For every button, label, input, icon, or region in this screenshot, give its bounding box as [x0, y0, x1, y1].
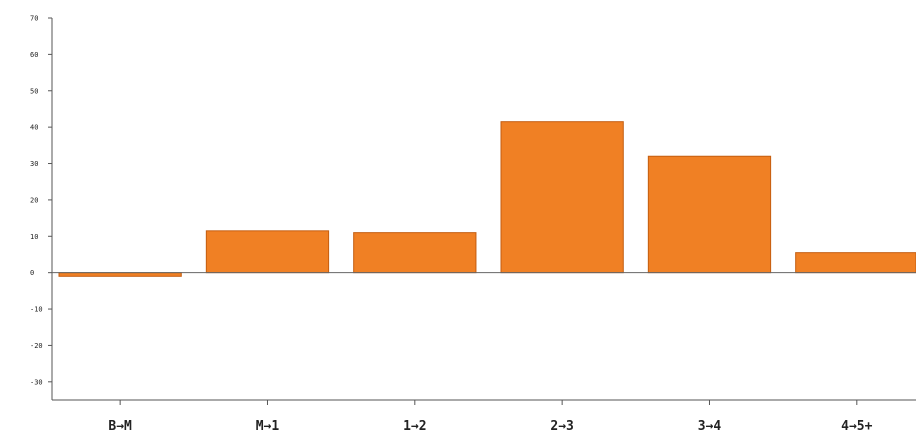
bar-3 [500, 121, 624, 274]
x-axis: B→M M→1 1→2 2→3 3→4 4→5+ [108, 400, 873, 434]
bar-4 [647, 155, 772, 274]
x-tick-label: 2→3 [550, 419, 573, 434]
y-tick-label: 70 [30, 15, 38, 23]
bars-group [58, 121, 916, 277]
y-tick-label: -10 [30, 306, 43, 314]
bar-5 [795, 252, 916, 274]
y-tick-label: 10 [30, 233, 38, 241]
x-tick-label: B→M [108, 419, 132, 434]
y-tick-label: -20 [30, 342, 43, 350]
y-tick-label: 40 [30, 124, 38, 132]
y-axis: 70 60 50 40 30 20 10 0 -10 -20 -30 [30, 15, 52, 386]
y-tick-label: 30 [30, 160, 38, 168]
x-tick-label: 4→5+ [841, 419, 872, 434]
y-tick-label: 20 [30, 196, 38, 204]
x-tick-label: 1→2 [403, 419, 426, 434]
bar-1 [205, 230, 330, 274]
bar-2 [353, 232, 477, 274]
x-tick-label: 3→4 [698, 419, 722, 434]
y-tick-label: 0 [30, 269, 34, 277]
x-tick-label: M→1 [256, 419, 280, 434]
y-tick-label: -30 [30, 378, 43, 386]
y-tick-label: 60 [30, 51, 38, 59]
y-tick-label: 50 [30, 87, 38, 95]
bar-0 [58, 272, 182, 277]
